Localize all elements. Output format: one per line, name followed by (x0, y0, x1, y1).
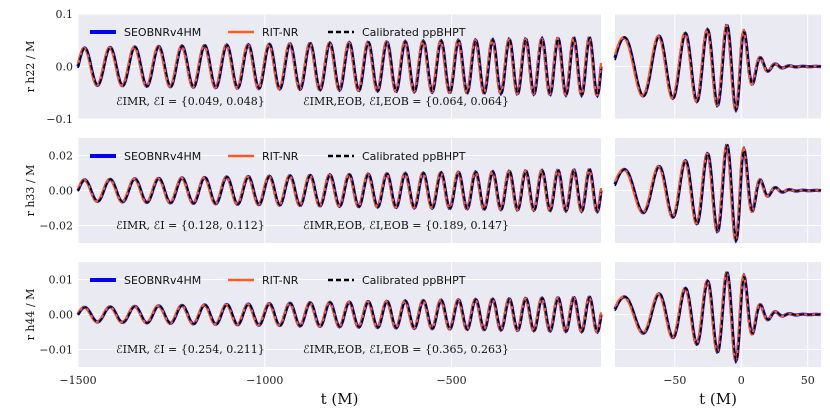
legend-entry: Calibrated ppBHPT (362, 274, 466, 287)
x-tick-label: −50 (663, 374, 686, 387)
legend-entry: RIT-NR (262, 274, 299, 287)
y-tick-label: −0.01 (39, 344, 73, 357)
x-tick-label: −500 (436, 374, 466, 387)
y-tick-label: 0.02 (49, 150, 74, 163)
y-tick-label: 0.00 (49, 309, 74, 322)
legend-entry: Calibrated ppBHPT (362, 150, 466, 163)
y-axis-label-row-3: r h44 / M (24, 289, 37, 341)
series-line-calibrated-ppbhpt-left-row-3 (77, 296, 602, 334)
y-tick-label: 0.1 (56, 8, 74, 21)
x-tick-label: −1500 (59, 374, 96, 387)
error-annotation-imr: ℰIMR, ℰI = {0.128, 0.112} (116, 219, 265, 232)
legend-entry: SEOBNRv4HM (124, 26, 201, 39)
series-line-rit-nr-right-row-2 (613, 143, 821, 241)
legend-entry: RIT-NR (262, 26, 299, 39)
error-annotation-eob: ℰIMR,EOB, ℰI,EOB = {0.365, 0.263} (303, 343, 509, 356)
x-tick-label: −1000 (246, 374, 283, 387)
y-tick-label: 0.0 (56, 61, 74, 74)
y-tick-label: 0.00 (49, 185, 74, 198)
x-tick-label: 0 (738, 374, 745, 387)
y-tick-label: −0.1 (46, 113, 73, 126)
error-annotation-imr: ℰIMR, ℰI = {0.254, 0.211} (116, 343, 265, 356)
series-line-calibrated-ppbhpt-right-row-2 (614, 143, 822, 242)
series-line-calibrated-ppbhpt-left-row-2 (77, 168, 602, 213)
legend-entry: Calibrated ppBHPT (362, 26, 466, 39)
y-axis-label-row-2: r h33 / M (24, 165, 37, 217)
legend-entry: RIT-NR (262, 150, 299, 163)
legend-entry: SEOBNRv4HM (124, 274, 201, 287)
error-annotation-eob: ℰIMR,EOB, ℰI,EOB = {0.064, 0.064} (303, 95, 509, 108)
series-line-calibrated-ppbhpt-left-row-1 (77, 36, 602, 97)
error-annotation-eob: ℰIMR,EOB, ℰI,EOB = {0.189, 0.147} (303, 219, 509, 232)
series-line-calibrated-ppbhpt-right-row-3 (614, 271, 822, 362)
x-axis-label-left: t (M) (321, 390, 359, 408)
legend-entry: SEOBNRv4HM (124, 150, 201, 163)
error-annotation-imr: ℰIMR, ℰI = {0.049, 0.048} (116, 95, 265, 108)
y-tick-label: −0.02 (39, 220, 73, 233)
x-tick-label: 50 (801, 374, 815, 387)
series-line-calibrated-ppbhpt-right-row-1 (614, 24, 821, 111)
x-axis-label-right: t (M) (699, 390, 737, 408)
y-axis-label-row-1: r h22 / M (24, 41, 37, 93)
y-tick-label: 0.01 (49, 274, 74, 287)
